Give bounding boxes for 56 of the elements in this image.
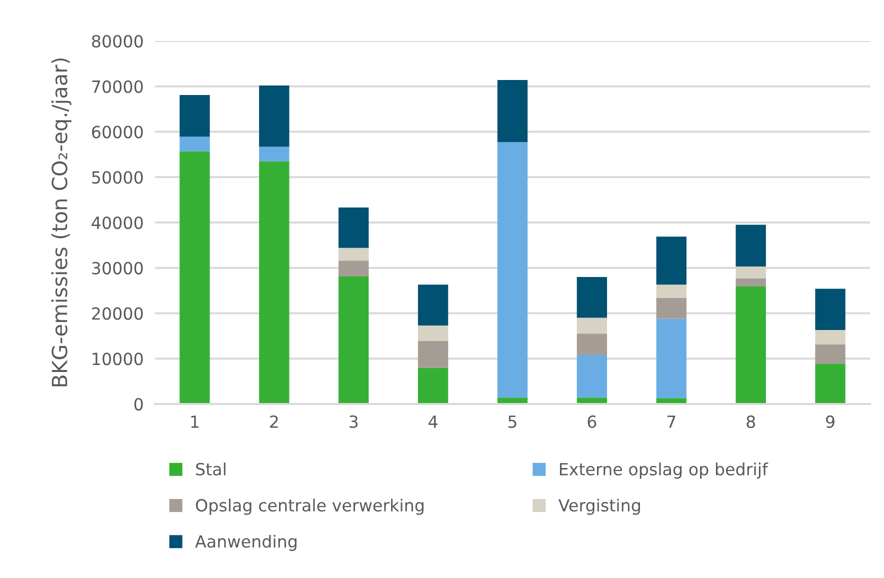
x-tick-label: 1 bbox=[191, 416, 198, 428]
legend-label: Opslag centrale verwerking bbox=[196, 498, 424, 515]
y-tick-label: 20000 bbox=[92, 307, 143, 320]
bar bbox=[180, 94, 210, 137]
bar bbox=[576, 318, 608, 334]
bar bbox=[656, 318, 686, 398]
y-tick-label: 70000 bbox=[92, 80, 143, 93]
y-tick-label: 10000 bbox=[92, 352, 143, 366]
bar bbox=[815, 330, 846, 345]
legend-label: Vergisting bbox=[558, 498, 640, 515]
bar bbox=[576, 334, 608, 355]
x-tick-label: 8 bbox=[746, 415, 755, 428]
bar bbox=[338, 248, 369, 261]
bar bbox=[338, 208, 369, 248]
y-tick-label: 40000 bbox=[92, 216, 143, 230]
bar bbox=[338, 260, 369, 276]
y-tick-label: 0 bbox=[134, 398, 143, 411]
x-tick-label: 3 bbox=[350, 415, 358, 428]
y-tick-label: 80000 bbox=[92, 34, 143, 48]
legend-label: Stal bbox=[196, 462, 226, 476]
bar bbox=[815, 364, 846, 404]
bar bbox=[736, 266, 766, 278]
legend-label: Aanwending bbox=[195, 534, 296, 551]
bar bbox=[576, 354, 608, 398]
bar bbox=[815, 344, 846, 364]
bar bbox=[497, 80, 528, 142]
bar bbox=[418, 284, 448, 326]
bar bbox=[180, 136, 210, 152]
bar bbox=[180, 151, 210, 404]
bar bbox=[736, 286, 766, 404]
bar bbox=[259, 161, 290, 404]
y-tick-label: 60000 bbox=[92, 126, 143, 138]
bar bbox=[656, 284, 686, 298]
bar bbox=[656, 298, 686, 319]
bar bbox=[656, 236, 686, 285]
bar bbox=[736, 224, 766, 267]
x-tick-label: 4 bbox=[428, 416, 438, 428]
y-axis-title: BKG-emissies (ton CO₂-eq./jaar) bbox=[51, 58, 72, 386]
x-tick-label: 7 bbox=[667, 416, 676, 428]
bar bbox=[418, 340, 448, 368]
x-tick-label: 2 bbox=[270, 415, 278, 428]
x-tick-label: 9 bbox=[826, 415, 834, 428]
y-tick-label: 50000 bbox=[92, 171, 143, 184]
bar bbox=[815, 288, 846, 330]
x-tick-label: 6 bbox=[588, 415, 596, 428]
bar bbox=[418, 368, 448, 404]
legend-label: Externe opslag op bedrijf bbox=[560, 462, 768, 479]
bar bbox=[497, 142, 528, 398]
bar bbox=[576, 276, 608, 318]
y-tick-label: 30000 bbox=[92, 262, 143, 274]
bar bbox=[418, 326, 448, 341]
bar bbox=[338, 276, 369, 404]
x-tick-label: 5 bbox=[508, 416, 516, 428]
bar bbox=[736, 278, 766, 286]
bar bbox=[259, 85, 290, 147]
bar bbox=[259, 146, 290, 162]
